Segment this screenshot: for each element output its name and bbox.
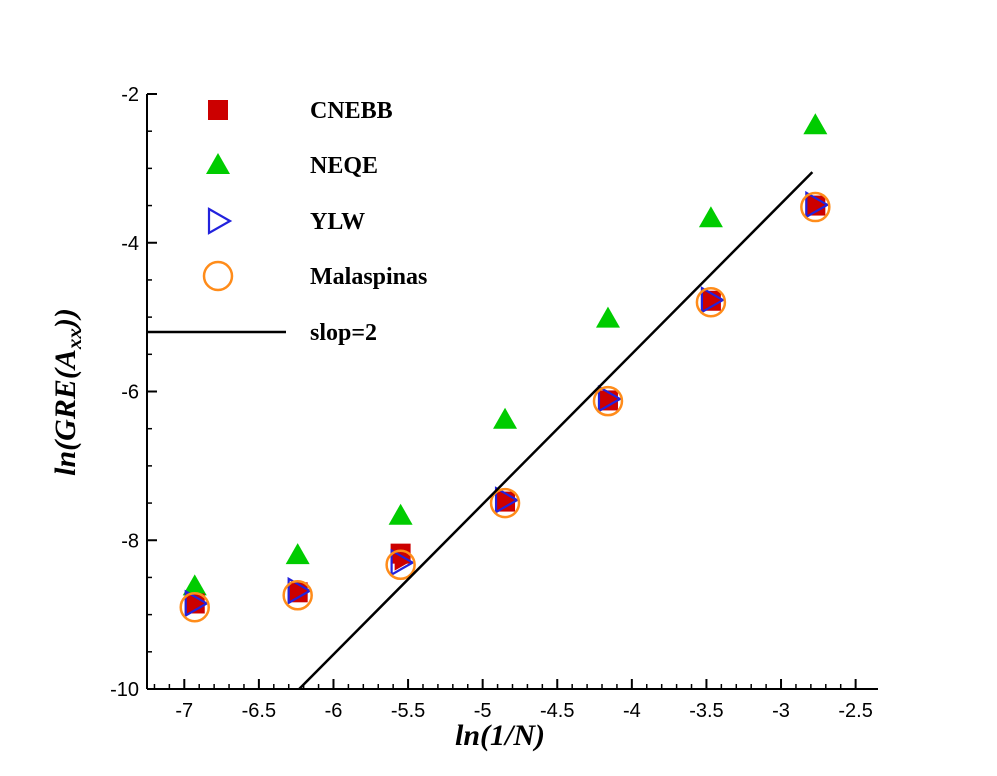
malaspinas-point <box>800 191 831 223</box>
x-tick-label: -3.5 <box>689 700 723 722</box>
cnebb-point-overlay <box>394 554 409 571</box>
ylw-point <box>700 286 726 314</box>
ylw-point <box>287 576 312 605</box>
ylw-point <box>805 190 830 219</box>
legend-item-neqe: NEQE <box>206 153 378 179</box>
x-tick-label: -5.5 <box>391 700 425 722</box>
x-tick-label: -5 <box>474 700 492 722</box>
x-tick-label: -7 <box>175 700 193 722</box>
legend-swatch-triangle-right <box>207 207 233 235</box>
data-marks <box>179 113 831 690</box>
ylw-point <box>184 589 209 618</box>
y-tick-label: -2 <box>121 84 139 106</box>
slope-line <box>298 171 814 690</box>
series-ylw <box>184 190 830 618</box>
neqe-point <box>493 407 518 429</box>
neqe-point <box>595 306 620 328</box>
series-malaspinas <box>179 191 831 623</box>
cnebb-point-overlay <box>704 292 719 309</box>
malaspinas-point <box>282 580 313 611</box>
ylw-point <box>494 486 520 514</box>
ticks: -7 -6.5 -6 -5.5 -5 -4.5 -4 -3.5 -3 -2.5 -10 -8 -6 -4 -… <box>110 84 873 722</box>
ylw-point <box>390 548 415 577</box>
x-tick-label: -3 <box>772 700 790 722</box>
cnebb-point-overlay <box>291 582 306 599</box>
neqe-point <box>182 574 207 596</box>
x-tick-label: -6 <box>325 700 343 722</box>
neqe-point <box>388 503 413 525</box>
legend-item-ylw: YLW <box>207 207 365 235</box>
y-tick-label: -6 <box>121 382 139 404</box>
ylw-point <box>597 385 623 413</box>
malaspinas-point <box>489 487 521 519</box>
cnebb-point-overlay <box>499 492 514 509</box>
y-tick-label: -10 <box>110 679 139 701</box>
neqe-point <box>698 206 723 228</box>
legend-label: NEQE <box>310 153 378 179</box>
legend-label: YLW <box>310 209 365 235</box>
x-tick-label: -6.5 <box>242 700 276 722</box>
legend-swatch-triangle-up <box>206 153 230 174</box>
malaspinas-point <box>385 549 416 581</box>
series-neqe <box>182 113 828 596</box>
legend-item-cnebb: CNEBB <box>208 98 393 124</box>
legend: CNEBB NEQE YLW Malaspinas slop=2 <box>148 98 427 346</box>
x-axis-title: ln(1/N) <box>455 719 545 752</box>
axes <box>146 94 878 690</box>
legend-swatch-square <box>208 100 228 120</box>
legend-label: slop=2 <box>310 320 377 346</box>
cnebb-point-overlay <box>809 196 824 213</box>
malaspinas-point <box>695 287 727 318</box>
legend-item-slop-2: slop=2 <box>148 320 377 346</box>
cnebb-point-overlay <box>601 390 616 407</box>
x-tick-label: -4.5 <box>540 700 574 722</box>
y-axis-title-sub: xx <box>62 328 86 350</box>
y-axis-title-end: )) <box>49 308 82 331</box>
y-tick-label: -8 <box>121 530 139 552</box>
legend-label: Malaspinas <box>310 264 427 290</box>
x-tick-label: -2.5 <box>838 700 872 722</box>
neqe-point <box>285 543 310 565</box>
y-tick-label: -4 <box>121 233 139 255</box>
series-cnebb-overlay <box>188 196 824 612</box>
legend-label: CNEBB <box>310 98 393 124</box>
x-tick-label: -4 <box>623 700 641 722</box>
malaspinas-point <box>179 591 210 623</box>
legend-swatch-circle <box>202 260 234 292</box>
series-cnebb <box>184 195 826 614</box>
y-axis-title: ln(GRE(Axx)) <box>49 308 86 476</box>
y-axis-title-main: ln(GRE(A <box>49 349 82 476</box>
neqe-point <box>803 113 828 135</box>
malaspinas-point <box>592 385 624 417</box>
legend-item-malaspinas: Malaspinas <box>202 260 427 292</box>
cnebb-point-overlay <box>188 595 203 612</box>
